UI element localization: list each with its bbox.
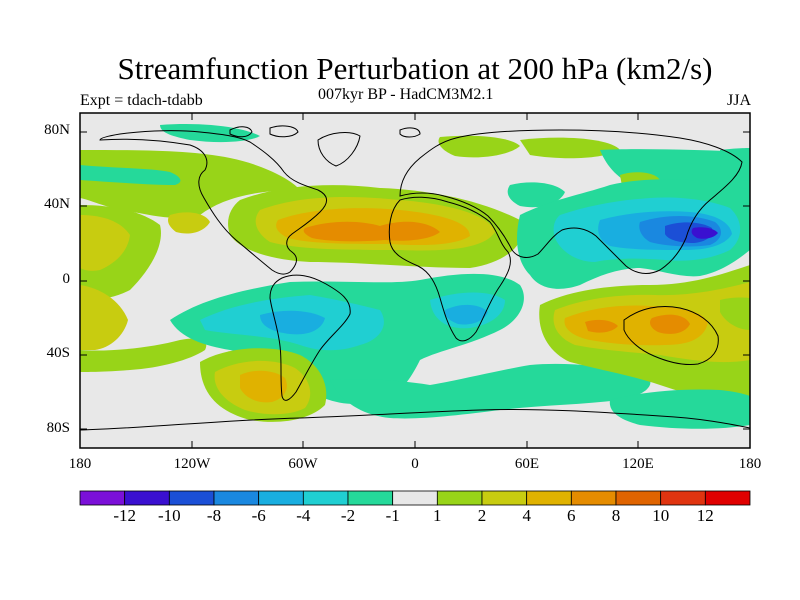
colorbar-swatch (258, 490, 304, 506)
contour-region (80, 165, 181, 185)
colorbar-label: -6 (251, 506, 266, 525)
lat-label-40s: 40S (46, 345, 70, 361)
contour-region (507, 182, 565, 208)
colorbar-swatch (704, 490, 751, 506)
colorbar-swatch (660, 490, 706, 506)
contour-region (444, 304, 488, 325)
lat-label-40n: 40N (44, 196, 70, 212)
contour-region (520, 137, 620, 159)
colorbar-label: 10 (652, 506, 670, 525)
coastline-australia (623, 306, 719, 365)
contour-region (80, 150, 300, 218)
contour-region (80, 215, 130, 271)
colorbar-label: -12 (113, 506, 137, 525)
colorbar-label: 8 (611, 506, 621, 525)
contour-region (609, 389, 750, 429)
colorbar-label: -8 (206, 506, 222, 525)
lon-label-0: 0 (411, 456, 419, 472)
lat-label-80n: 80N (44, 122, 70, 138)
colorbar-swatch (526, 490, 572, 506)
contour-region (720, 148, 750, 181)
colorbar-swatch (570, 490, 617, 506)
colorbar-swatch (392, 490, 438, 506)
map-subtitle: 007kyr BP - HadCM3M2.1 (318, 86, 494, 103)
colorbar-swatch (168, 490, 215, 506)
contour-field (80, 113, 750, 448)
lat-label-0: 0 (62, 271, 71, 287)
contour-region (303, 221, 440, 242)
lon-label-180w: 180 (68, 456, 92, 472)
colorbar-swatch (347, 490, 394, 506)
colorbar-swatch (124, 490, 170, 506)
colorbar-swatch (302, 490, 349, 506)
contour-region (80, 285, 128, 350)
colorbar-swatch (481, 490, 528, 506)
colorbar-swatch (213, 490, 260, 506)
contour-region (330, 363, 651, 419)
lat-label-80s: 80S (46, 420, 70, 436)
lon-label-120e: 120E (622, 456, 654, 472)
colorbar-label: -4 (296, 506, 311, 525)
season-label: JJA (726, 92, 751, 109)
experiment-label: Expt = tdach-tdabb (80, 92, 203, 109)
colorbar-label: 1 (433, 506, 442, 525)
lon-label-180e: 180 (738, 456, 762, 472)
lon-label-60w: 60W (288, 456, 318, 472)
coastline-north-america (99, 130, 327, 275)
contour-region (585, 319, 618, 333)
colorbar-label: 4 (522, 506, 531, 525)
coastline-africa-eurasia (388, 196, 511, 342)
colorbar-label: 2 (477, 506, 487, 525)
map-title: Streamfunction Perturbation at 200 hPa (… (117, 51, 713, 86)
colorbar-label: 6 (567, 506, 576, 525)
colorbar-swatch (615, 490, 662, 506)
lon-label-120w: 120W (173, 456, 211, 472)
contour-region (80, 338, 207, 372)
colorbar-label: 12 (696, 506, 714, 525)
colorbar (79, 490, 751, 506)
colorbar-swatch (79, 490, 126, 506)
contour-region (720, 297, 750, 330)
coastline-greenland (317, 132, 361, 167)
colorbar-label: -10 (157, 506, 181, 525)
contour-region (168, 212, 210, 234)
colorbar-swatch (436, 490, 483, 506)
coastline-antarctica (80, 408, 750, 431)
contour-region (240, 370, 287, 403)
contour-region (438, 135, 520, 158)
contour-region (260, 310, 325, 335)
colorbar-label: -1 (385, 506, 400, 525)
coastlines (80, 125, 750, 431)
coastline-eurasia (399, 129, 743, 274)
contour-region (650, 314, 690, 334)
lon-label-60e: 60E (514, 456, 540, 472)
lon-ticks (191, 113, 639, 448)
coastline-arctic-islands (229, 125, 421, 138)
lat-ticks (80, 131, 750, 430)
contour-region (691, 227, 718, 239)
coastline-south-america (269, 274, 351, 401)
colorbar-label: -2 (340, 506, 356, 525)
